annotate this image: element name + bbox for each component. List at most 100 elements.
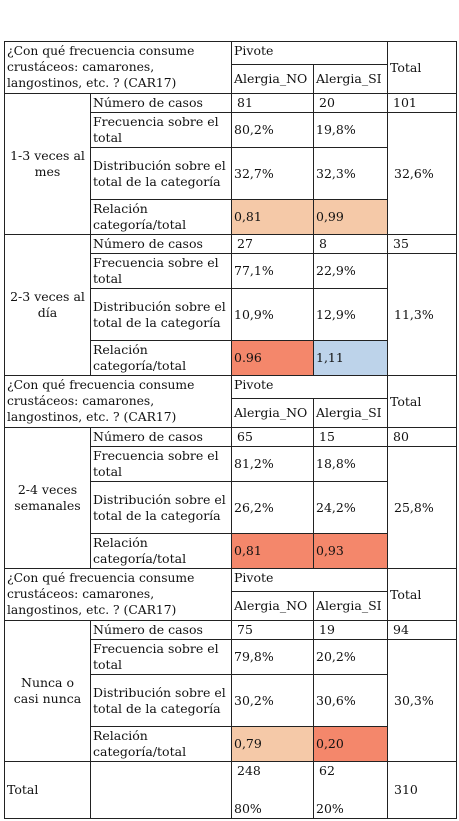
metric-label: Número de casos: [90, 93, 232, 113]
col-alergia-si: Alergia_SI: [316, 598, 382, 613]
table-row: Distribución sobre el total de la catego…: [5, 288, 457, 341]
metric-label: Frecuencia sobre el total: [90, 112, 232, 148]
freq-no: 77,1%: [231, 253, 314, 289]
total-header: Total: [387, 568, 458, 621]
table-row: Relación categoría/total 0,79 0,20: [5, 726, 457, 762]
footer-cases-no: 248: [231, 761, 314, 780]
table-row: 2-3 veces al día Número de casos 27 8 35: [4, 234, 458, 376]
freq-no: 80,2%: [231, 112, 314, 148]
cases-no: 27: [231, 234, 314, 254]
footer-row: Total 248 62 310: [4, 761, 458, 819]
col-alergia-no: Alergia_NO: [233, 65, 314, 93]
metric-label: Relación categoría/total: [90, 726, 232, 762]
pivot-title: Pivote: [232, 377, 387, 399]
rel-si: 0,99: [312, 199, 389, 235]
col-alergia-no: Alergia_NO: [233, 592, 314, 620]
total-pct: 32,6%: [387, 112, 458, 235]
metric-label: Distribución sobre el total de la catego…: [90, 481, 232, 534]
rel-si: 0,93: [312, 533, 389, 569]
table-row: Frecuencia sobre el total 80,2% 19,8% 32…: [5, 112, 458, 235]
dist-si: 32,3%: [312, 147, 389, 200]
freq-si: 19,8%: [312, 112, 389, 148]
table-row: 2-4 veces semanales Número de casos 65 1…: [4, 427, 458, 569]
cases-no: 75: [231, 620, 314, 640]
total-pct: 11,3%: [387, 253, 458, 376]
table-row: Frecuencia sobre el total 79,8% 20,2% 30…: [5, 639, 458, 762]
footer-pct-no: 80%: [231, 780, 314, 819]
pivot-header: Pivote Alergia_NO Alergia_SI: [230, 41, 389, 94]
cases-si: 8: [312, 234, 389, 254]
metric-label: Relación categoría/total: [90, 533, 232, 569]
dist-si: 12,9%: [312, 288, 389, 341]
pivot-title: Pivote: [232, 570, 387, 592]
freq-si: 18,8%: [312, 446, 389, 482]
rel-si: 0,20: [312, 726, 389, 762]
pivot-header: Pivote Alergia_NO Alergia_SI: [230, 568, 389, 621]
grand-total: 310: [387, 761, 458, 819]
col-alergia-si: Alergia_SI: [316, 71, 382, 86]
total-pct: 25,8%: [387, 446, 458, 569]
table-row: 1-3 veces al mes Número de casos 81 20 1…: [4, 93, 458, 235]
rel-no: 0,79: [231, 726, 314, 762]
table-row: Relación categoría/total 0,81 0,93: [5, 533, 457, 569]
metric-label: Distribución sobre el total de la catego…: [90, 288, 232, 341]
dist-no: 30,2%: [231, 674, 314, 727]
dist-no: 10,9%: [231, 288, 314, 341]
category-label: 2-3 veces al día: [4, 234, 91, 376]
category-label: 2-4 veces semanales: [4, 427, 91, 569]
footer-pct-si: 20%: [312, 780, 389, 819]
table-row: Relación categoría/total 0,81 0,99: [5, 199, 457, 235]
cases-si: 19: [312, 620, 389, 640]
total-header: Total: [387, 375, 458, 428]
rel-no: 0,81: [231, 199, 314, 235]
pivot-title: Pivote: [232, 43, 387, 65]
metric-label: Relación categoría/total: [90, 199, 232, 235]
crosstab-table: ¿Con qué frecuencia consume crustáceos: …: [4, 41, 458, 819]
metric-label: Relación categoría/total: [90, 340, 232, 376]
metric-label: Frecuencia sobre el total: [90, 446, 232, 482]
col-alergia-no: Alergia_NO: [233, 399, 314, 427]
metric-label: Número de casos: [90, 427, 232, 447]
dist-no: 26,2%: [231, 481, 314, 534]
table-row: Distribución sobre el total de la catego…: [5, 147, 457, 200]
metric-label: Distribución sobre el total de la catego…: [90, 147, 232, 200]
freq-si: 20,2%: [312, 639, 389, 675]
category-label: 1-3 veces al mes: [4, 93, 91, 235]
footer-empty: [90, 761, 232, 819]
rel-no: 0,81: [231, 533, 314, 569]
cases-si: 20: [312, 93, 389, 113]
cases-no: 65: [231, 427, 314, 447]
total-pct: 30,3%: [387, 639, 458, 762]
table-row: Relación categoría/total 0.96 1,11: [5, 340, 457, 376]
question-header: ¿Con qué frecuencia consume crustáceos: …: [4, 375, 232, 428]
freq-si: 22,9%: [312, 253, 389, 289]
freq-no: 79,8%: [231, 639, 314, 675]
footer-cases-si: 62: [312, 761, 389, 780]
pivot-header: Pivote Alergia_NO Alergia_SI: [230, 375, 389, 428]
question-header: ¿Con qué frecuencia consume crustáceos: …: [4, 41, 232, 94]
col-alergia-si: Alergia_SI: [316, 405, 382, 420]
table-row: Nunca o casi nunca Número de casos 75 19…: [4, 620, 458, 762]
footer-label: Total: [4, 761, 91, 819]
question-header: ¿Con qué frecuencia consume crustáceos: …: [4, 568, 232, 621]
cases-total: 35: [387, 234, 458, 254]
dist-si: 24,2%: [312, 481, 389, 534]
rel-no: 0.96: [231, 340, 314, 376]
metric-label: Número de casos: [90, 234, 232, 254]
dist-no: 32,7%: [231, 147, 314, 200]
cases-si: 15: [312, 427, 389, 447]
header-row: ¿Con qué frecuencia consume crustáceos: …: [4, 568, 458, 621]
category-label: Nunca o casi nunca: [4, 620, 91, 762]
header-row: ¿Con qué frecuencia consume crustáceos: …: [4, 41, 458, 94]
cases-total: 94: [387, 620, 458, 640]
cases-total: 80: [387, 427, 458, 447]
table-row: Distribución sobre el total de la catego…: [5, 481, 457, 534]
header-row: ¿Con qué frecuencia consume crustáceos: …: [4, 375, 458, 428]
metric-label: Distribución sobre el total de la catego…: [90, 674, 232, 727]
metric-label: Frecuencia sobre el total: [90, 639, 232, 675]
dist-si: 30,6%: [312, 674, 389, 727]
table-row: Frecuencia sobre el total 77,1% 22,9% 11…: [5, 253, 458, 376]
metric-label: Número de casos: [90, 620, 232, 640]
freq-no: 81,2%: [231, 446, 314, 482]
total-header: Total: [387, 41, 458, 94]
